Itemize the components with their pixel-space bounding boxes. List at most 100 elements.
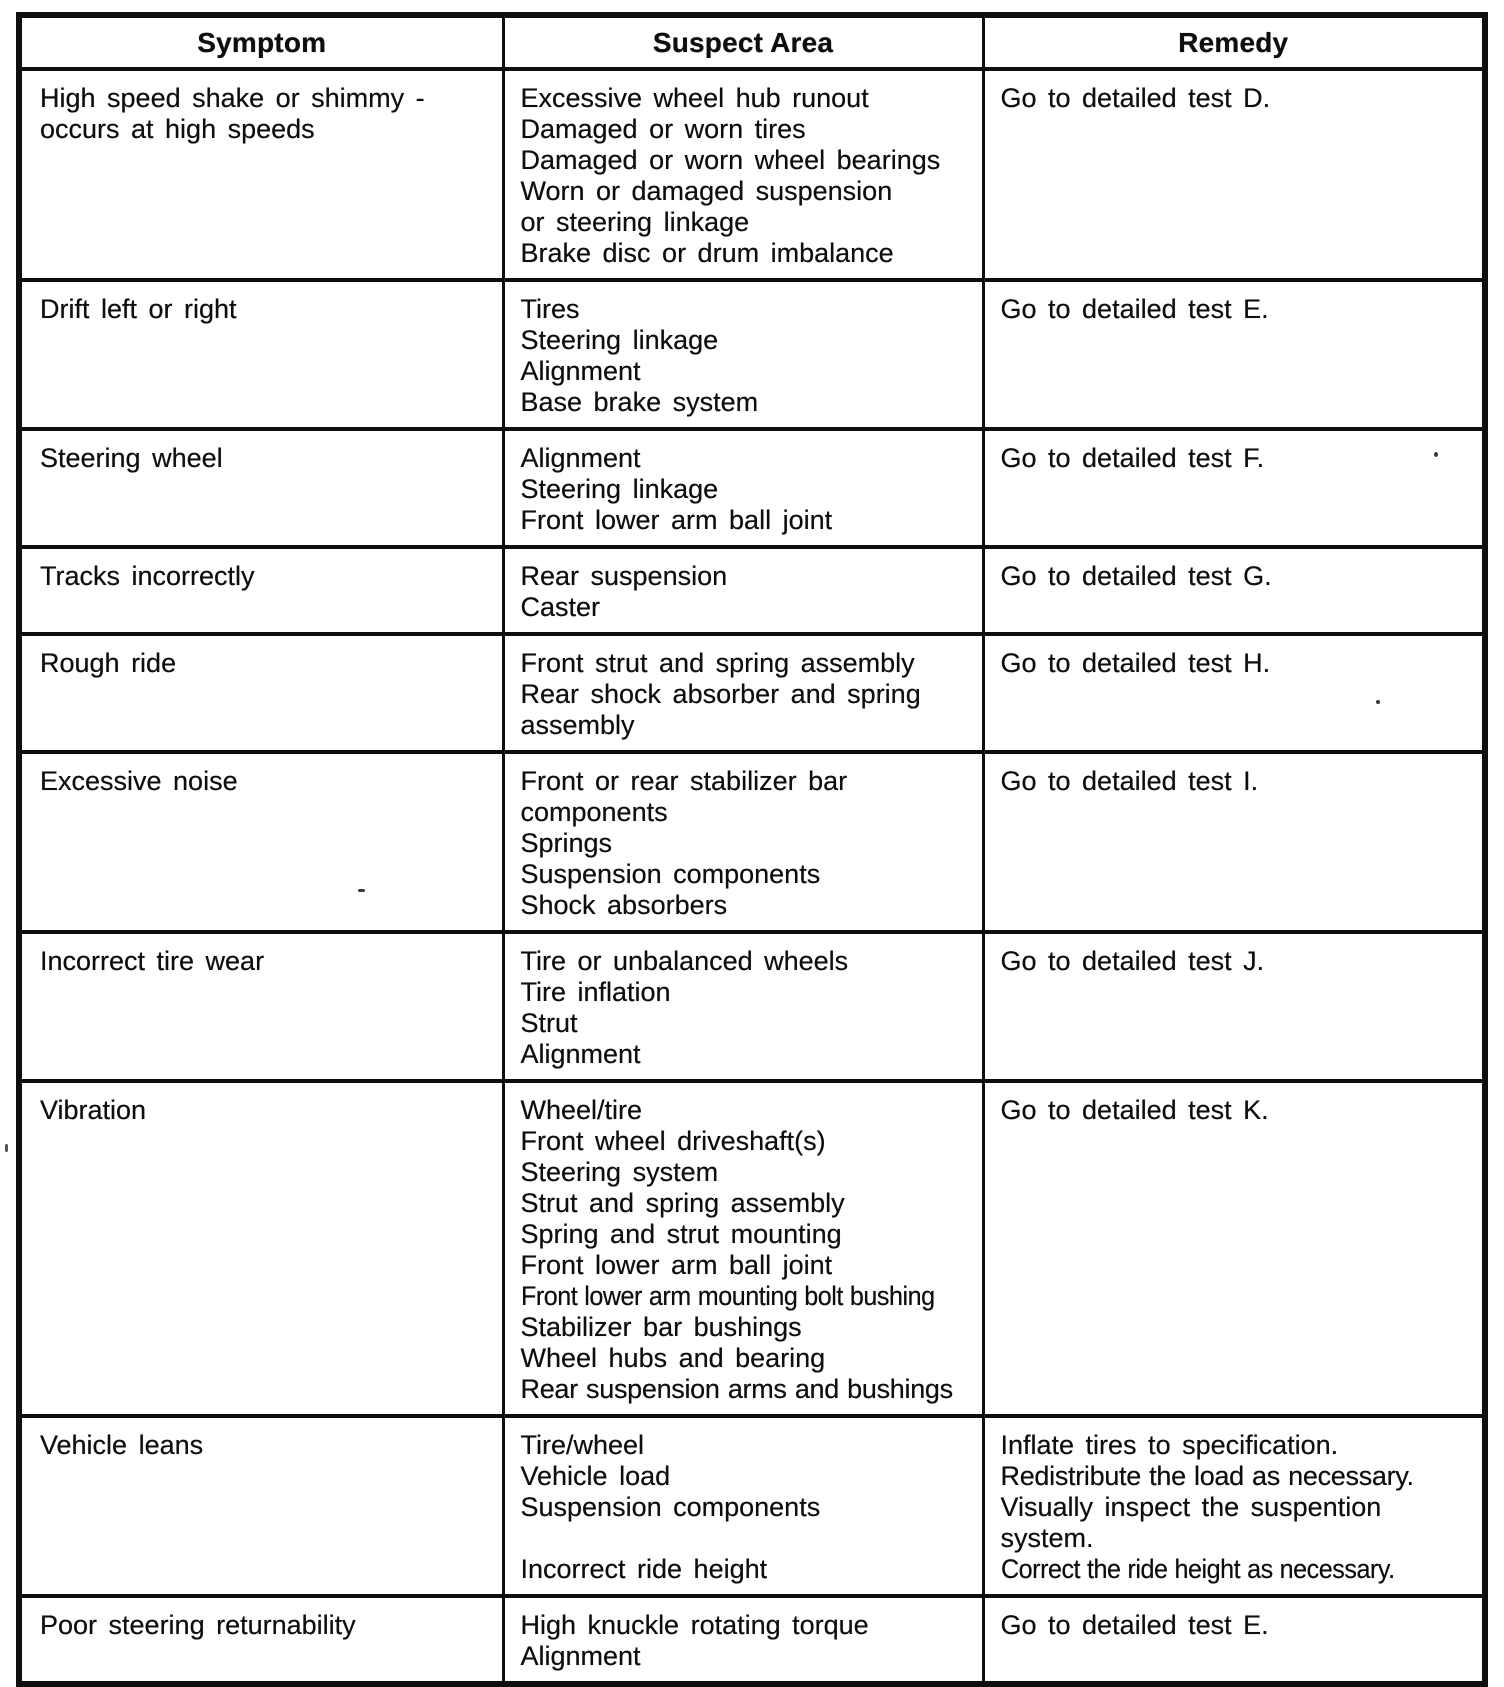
- suspect-area-cell: Tires Steering linkage Alignment Base brake…: [501, 278, 985, 431]
- cell-line: Steering system: [520, 1157, 719, 1187]
- symptom-cell: Drift left or right: [17, 278, 505, 431]
- cell-line: Vehicle load: [520, 1461, 671, 1491]
- cell-line: Alignment: [520, 1641, 641, 1671]
- table-row: High speed shake or shimmy - occurs at hi…: [17, 67, 1487, 282]
- table-row: Rough ride Front strut and spring assembl…: [17, 632, 1487, 754]
- cell-line: Go to detailed test E.: [1000, 1610, 1269, 1640]
- cell-line: Alignment: [520, 356, 641, 386]
- symptom-cell: Rough ride: [17, 632, 505, 754]
- cell-line: Excessive wheel hub runout: [520, 83, 869, 113]
- remedy-cell: Go to detailed test E.: [981, 1594, 1487, 1686]
- column-header-remedy: Remedy: [981, 13, 1487, 71]
- remedy-cell: Go to detailed test K.: [981, 1079, 1487, 1418]
- cell-line: Go to detailed test E.: [1000, 294, 1269, 324]
- cell-line: Incorrect ride height: [520, 1554, 768, 1584]
- cell-line: High knuckle rotating torque: [520, 1610, 869, 1640]
- cell-line: Shock absorbers: [520, 890, 728, 920]
- symptom-cell: Poor steering returnability: [17, 1594, 505, 1686]
- cell-line: Worn or damaged suspension: [520, 176, 893, 206]
- cell-line: Tire inflation: [520, 977, 671, 1007]
- cell-line: Steering wheel: [40, 443, 223, 473]
- cell-line: Rear shock absorber and spring: [520, 679, 921, 709]
- cell-line: Rough ride: [40, 648, 177, 678]
- table-row: Incorrect tire wear Tire or unbalanced wh…: [17, 930, 1487, 1083]
- suspect-area-cell: Tire/wheel Vehicle load Suspension compone…: [501, 1414, 985, 1598]
- cell-line: Spring and strut mounting: [520, 1219, 842, 1249]
- cell-line: Go to detailed test K.: [1000, 1095, 1269, 1125]
- suspect-area-cell: Wheel/tire Front wheel driveshaft(s) Steer…: [501, 1079, 985, 1418]
- symptom-cell: Excessive noise: [17, 750, 505, 934]
- cell-line: Damaged or worn wheel bearings: [520, 145, 941, 175]
- cell-line: Go to detailed test D.: [1000, 83, 1271, 113]
- cell-line: Steering linkage: [520, 474, 719, 504]
- remedy-cell: Go to detailed test D.: [981, 67, 1487, 282]
- cell-line: Incorrect tire wear: [40, 946, 265, 976]
- table-row: Tracks incorrectly Rear suspension Caster G…: [17, 545, 1487, 636]
- cell-line: Drift left or right: [40, 294, 237, 324]
- cell-line: or steering linkage: [520, 207, 750, 237]
- cell-line: Excessive noise: [40, 766, 238, 796]
- cell-line: Alignment: [520, 1039, 641, 1069]
- remedy-cell: Go to detailed test G.: [981, 545, 1487, 636]
- cell-line: system.: [1000, 1523, 1094, 1553]
- cell-line: Damaged or worn tires: [520, 114, 806, 144]
- cell-line: Inflate tires to specification.: [1000, 1430, 1339, 1460]
- scan-speck: [358, 889, 365, 892]
- cell-line: Wheel/tire: [520, 1095, 643, 1125]
- table-row: Vehicle leans Tire/wheel Vehicle load Suspe…: [17, 1414, 1487, 1598]
- cell-line: Alignment: [520, 443, 641, 473]
- cell-line: Brake disc or drum imbalance: [520, 238, 894, 268]
- symptom-diagnosis-table: Symptom Suspect Area Remedy High speed s…: [16, 12, 1488, 1687]
- cell-line: Go to detailed test G.: [1000, 561, 1272, 591]
- cell-line: Front strut and spring assembly: [520, 648, 915, 678]
- cell-line: Correct the ride height as necessary.: [1000, 1554, 1395, 1584]
- cell-line: Tire or unbalanced wheels: [520, 946, 849, 976]
- table-row: Vibration Wheel/tire Front wheel driveshaf…: [17, 1079, 1487, 1418]
- suspect-area-cell: Tire or unbalanced wheels Tire inflation S…: [501, 930, 985, 1083]
- table-row: Steering wheel Alignment Steering linkage F…: [17, 427, 1487, 549]
- symptom-cell: High speed shake or shimmy - occurs at hi…: [17, 67, 505, 282]
- scan-speck: [1376, 700, 1380, 704]
- remedy-cell: Go to detailed test J.: [981, 930, 1487, 1083]
- cell-line: Front lower arm ball joint: [520, 1250, 833, 1280]
- cell-line: Base brake system: [520, 387, 759, 417]
- cell-line: Tires: [520, 294, 580, 324]
- cell-line: Go to detailed test I.: [1000, 766, 1259, 796]
- cell-line: Front lower arm mounting bolt bushing: [520, 1281, 935, 1311]
- suspect-area-cell: Front strut and spring assembly Rear shoc…: [501, 632, 985, 754]
- cell-line: Tracks incorrectly: [40, 561, 255, 591]
- table-body: High speed shake or shimmy - occurs at hi…: [17, 67, 1487, 1686]
- cell-line: Vibration: [40, 1095, 147, 1125]
- symptom-cell: Vehicle leans: [17, 1414, 505, 1598]
- cell-line: Steering linkage: [520, 325, 719, 355]
- remedy-cell: Go to detailed test I.: [981, 750, 1487, 934]
- suspect-area-cell: Front or rear stabilizer bar components Sp…: [501, 750, 985, 934]
- cell-line: Tire/wheel: [520, 1430, 645, 1460]
- cell-line: Suspension components: [520, 1492, 821, 1522]
- remedy-cell: Go to detailed test F.: [981, 427, 1487, 549]
- remedy-cell: Go to detailed test E.: [981, 278, 1487, 431]
- cell-line: Visually inspect the suspention: [1000, 1492, 1382, 1522]
- cell-line: Go to detailed test F.: [1000, 443, 1265, 473]
- cell-line: Front wheel driveshaft(s): [520, 1126, 826, 1156]
- symptom-cell: Incorrect tire wear: [17, 930, 505, 1083]
- table-row: Poor steering returnability High knuckle …: [17, 1594, 1487, 1686]
- symptom-cell: Vibration: [17, 1079, 505, 1418]
- cell-line: [521, 1523, 978, 1554]
- cell-line: Front lower arm ball joint: [520, 505, 833, 535]
- suspect-area-cell: Excessive wheel hub runout Damaged or wor…: [501, 67, 985, 282]
- cell-line: Redistribute the load as necessary.: [1000, 1461, 1415, 1491]
- cell-line: Springs: [520, 828, 613, 858]
- table-row: Excessive noise Front or rear stabilizer …: [17, 750, 1487, 934]
- cell-line: Caster: [520, 592, 601, 622]
- suspect-area-cell: Rear suspension Caster: [501, 545, 985, 636]
- symptom-cell: Steering wheel: [17, 427, 505, 549]
- cell-line: Go to detailed test J.: [1000, 946, 1265, 976]
- cell-line: Wheel hubs and bearing: [520, 1343, 826, 1373]
- cell-line: Rear suspension arms and bushings: [520, 1374, 954, 1404]
- cell-line: Poor steering returnability: [40, 1610, 356, 1640]
- table-row: Drift left or right Tires Steering linkage…: [17, 278, 1487, 431]
- cell-line: occurs at high speeds: [40, 114, 315, 144]
- cell-line: Strut and spring assembly: [520, 1188, 845, 1218]
- cell-line: assembly: [520, 710, 635, 740]
